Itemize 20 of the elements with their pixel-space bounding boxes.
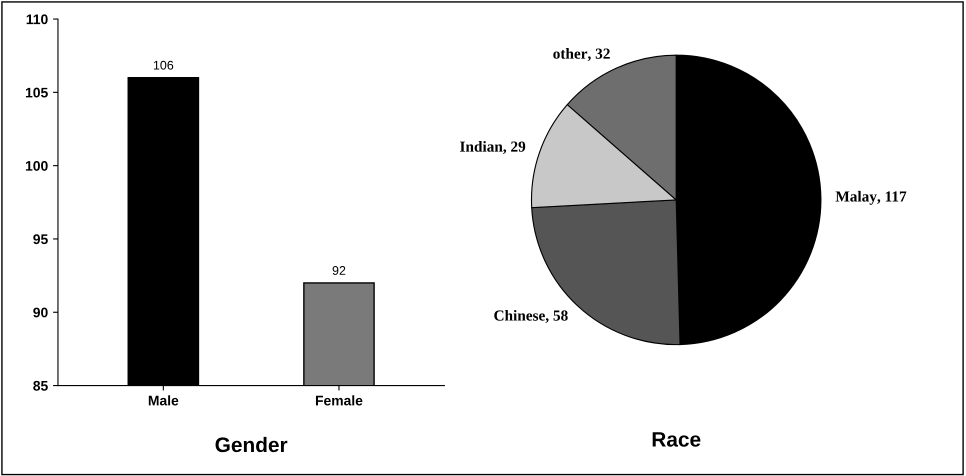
data-label: , 58 — [546, 310, 568, 323]
data-label: , 32 — [588, 48, 610, 62]
text: Gender — [216, 436, 288, 452]
y-tick-label: 95 — [33, 234, 48, 244]
slice-label: Indian — [460, 140, 503, 152]
x-tick-label: Male — [148, 395, 178, 406]
y-tick-label: 100 — [26, 160, 48, 171]
y-tick-label: 85 — [33, 380, 48, 391]
y-tick-label: 90 — [33, 308, 48, 318]
y-tick-label: 105 — [26, 88, 48, 98]
data-label: , 29 — [503, 141, 526, 154]
data-label: 92 — [332, 266, 346, 275]
slice-label: Chinese — [494, 310, 545, 321]
slice-label: Malay — [836, 190, 877, 205]
slice-label: other — [553, 48, 588, 59]
text: Race — [652, 432, 700, 447]
x-tick-label: Female — [316, 395, 362, 406]
data-label: , 117 — [877, 191, 906, 204]
y-tick-label: 110 — [26, 14, 48, 24]
data-label: 106 — [154, 60, 174, 70]
